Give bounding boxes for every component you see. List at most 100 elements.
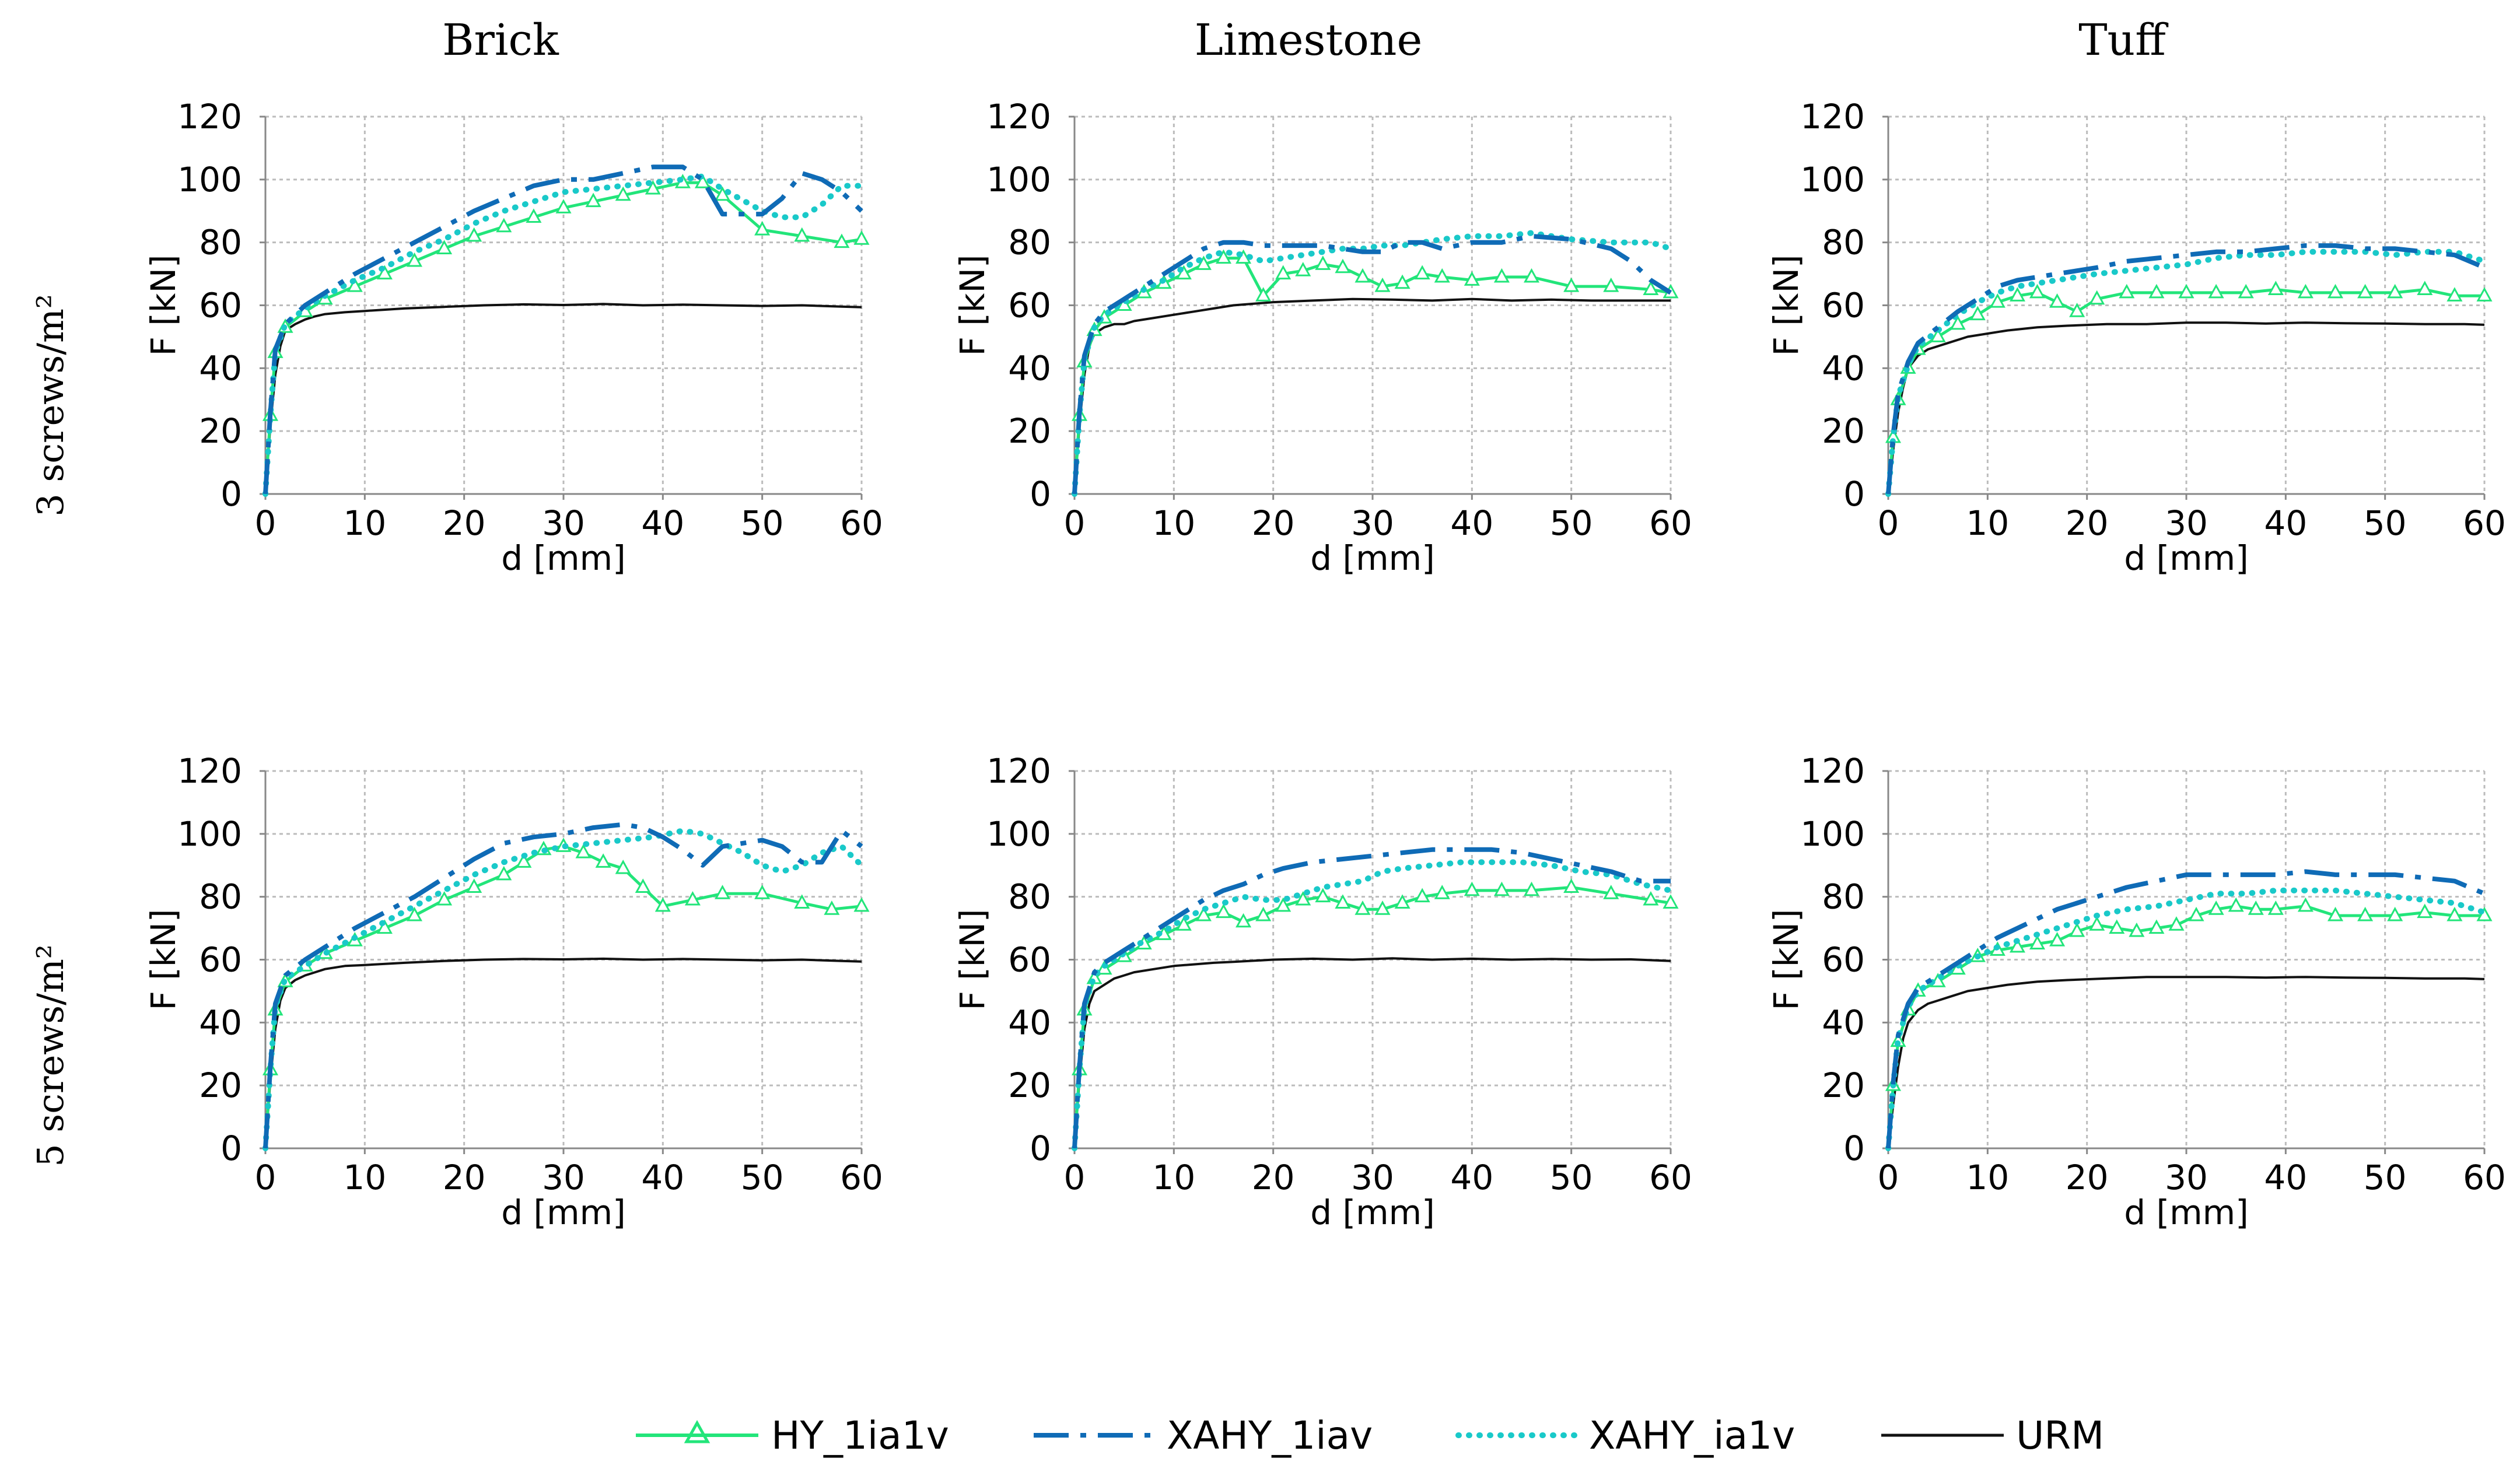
data-point-hy-1ia1v: [1464, 271, 1480, 286]
series-line-xahy-1iav: [1072, 847, 1671, 1149]
data-point-hy-1ia1v: [1215, 903, 1232, 919]
row-label-3-screws: 3 screws/m²: [29, 294, 72, 516]
x-tick-label: 60: [2463, 503, 2506, 543]
y-axis-title: F [kN]: [1766, 909, 1806, 1010]
y-tick-label: 60: [1008, 940, 1051, 980]
y-axis-title: F [kN]: [144, 254, 183, 356]
series-line-xahy-ia1v: [262, 173, 864, 497]
x-axis-title: d [mm]: [2124, 538, 2249, 578]
series-line-urm: [264, 957, 862, 1149]
data-point-hy-1ia1v: [1195, 255, 1212, 270]
chart-panel-limestone-1: 0 10 20 30 40 50 60 0 20 40 60 80 100 120 d [mm] F [kN]: [953, 97, 1692, 578]
x-tick-label: 40: [641, 1158, 684, 1197]
data-point-hy-1ia1v: [526, 208, 542, 223]
y-tick-label: 80: [1008, 223, 1051, 262]
x-tick-label: 10: [343, 1158, 386, 1197]
data-point-hy-1ia1v: [2089, 290, 2105, 305]
chart-panel-tuff-1: 0 10 20 30 40 50 60 0 20 40 60 80 100 120 d [mm] F [kN]: [1766, 97, 2506, 578]
x-tick-label: 40: [2264, 503, 2307, 543]
data-point-hy-1ia1v: [1394, 274, 1410, 289]
data-point-hy-1ia1v: [1374, 278, 1391, 292]
x-tick-label: 60: [1649, 503, 1692, 543]
data-point-hy-1ia1v: [2267, 281, 2284, 296]
x-tick-label: 0: [1878, 503, 1899, 543]
legend: HY_1ia1v XAHY_1iav XAHY_ia1v URM: [636, 1413, 2104, 1458]
data-point-hy-1ia1v: [824, 900, 840, 915]
data-point-hy-1ia1v: [1493, 268, 1510, 283]
data-point-hy-1ia1v: [2208, 283, 2224, 299]
legend-label-xahy-ia1v: XAHY_ia1v: [1589, 1413, 1795, 1458]
data-point-hy-1ia1v: [2387, 906, 2403, 921]
legend-item-xahy-1iav: XAHY_1iav: [1034, 1413, 1373, 1458]
x-axis-title: d [mm]: [501, 538, 626, 578]
y-tick-label: 120: [1800, 97, 1865, 136]
y-tick-label: 100: [177, 814, 242, 854]
y-axis-title: F [kN]: [1766, 254, 1806, 356]
data-point-hy-1ia1v: [834, 233, 850, 248]
data-point-hy-1ia1v: [1603, 885, 1619, 899]
x-tick-label: 40: [2264, 1158, 2307, 1197]
data-point-hy-1ia1v: [2168, 916, 2185, 931]
legend-item-urm: URM: [1881, 1413, 2104, 1458]
data-point-hy-1ia1v: [575, 844, 592, 858]
x-tick-label: 60: [2463, 1158, 2506, 1197]
data-point-hy-1ia1v: [1315, 255, 1331, 270]
data-point-hy-1ia1v: [2208, 900, 2224, 915]
data-point-hy-1ia1v: [2476, 287, 2493, 302]
data-point-hy-1ia1v: [1255, 287, 1272, 302]
data-point-hy-1ia1v: [466, 878, 482, 893]
data-point-hy-1ia1v: [615, 860, 631, 874]
y-tick-label: 60: [199, 286, 242, 325]
data-point-hy-1ia1v: [406, 252, 423, 267]
data-point-hy-1ia1v: [1175, 916, 1192, 931]
y-tick-label: 20: [199, 1066, 242, 1105]
data-point-hy-1ia1v: [1493, 881, 1510, 896]
data-point-hy-1ia1v: [714, 885, 731, 899]
data-point-hy-1ia1v: [2129, 922, 2145, 937]
y-tick-label: 100: [177, 160, 242, 199]
data-point-hy-1ia1v: [2417, 281, 2433, 296]
x-tick-label: 20: [2066, 503, 2109, 543]
y-tick-label: 20: [1822, 411, 1865, 451]
x-tick-label: 10: [1152, 503, 1195, 543]
series-line-xahy-ia1v: [1885, 248, 2487, 497]
y-tick-label: 40: [1008, 348, 1051, 388]
y-tick-label: 0: [220, 474, 242, 514]
series-line-xahy-ia1v: [262, 828, 864, 1151]
legend-item-hy-1ia1v: HY_1ia1v: [636, 1413, 949, 1458]
data-point-hy-1ia1v: [1414, 265, 1430, 280]
x-tick-label: 50: [2364, 503, 2407, 543]
data-point-hy-1ia1v: [645, 180, 661, 195]
data-point-hy-1ia1v: [2327, 283, 2344, 299]
x-tick-label: 0: [1064, 503, 1086, 543]
row-label-5-screws: 5 screws/m²: [29, 944, 72, 1166]
data-point-hy-1ia1v: [2009, 287, 2025, 302]
data-point-hy-1ia1v: [2069, 922, 2085, 937]
y-tick-label: 100: [1800, 160, 1865, 199]
data-point-hy-1ia1v: [1643, 891, 1659, 906]
y-tick-label: 100: [1800, 814, 1865, 854]
data-point-hy-1ia1v: [346, 278, 363, 292]
data-point-hy-1ia1v: [1662, 894, 1679, 909]
y-tick-label: 0: [220, 1128, 242, 1168]
data-point-hy-1ia1v: [436, 891, 453, 906]
y-tick-label: 60: [1008, 286, 1051, 325]
data-point-hy-1ia1v: [2297, 897, 2314, 912]
x-tick-label: 40: [1450, 503, 1493, 543]
data-point-hy-1ia1v: [2357, 283, 2374, 299]
x-tick-label: 20: [443, 1158, 486, 1197]
data-point-hy-1ia1v: [2089, 916, 2105, 931]
series-line-xahy-ia1v: [1072, 859, 1674, 1151]
data-point-hy-1ia1v: [1434, 885, 1450, 899]
column-title-tuff: Tuff: [2078, 15, 2169, 65]
series-line-urm: [1073, 957, 1671, 1149]
data-point-hy-1ia1v: [684, 891, 701, 906]
x-axis-title: d [mm]: [501, 1193, 626, 1232]
data-point-hy-1ia1v: [853, 897, 870, 912]
x-tick-label: 20: [443, 503, 486, 543]
data-point-hy-1ia1v: [2069, 303, 2085, 317]
legend-label-hy-1ia1v: HY_1ia1v: [771, 1413, 949, 1458]
data-point-hy-1ia1v: [2248, 900, 2264, 915]
data-point-hy-1ia1v: [595, 853, 611, 868]
y-tick-label: 20: [1008, 411, 1051, 451]
